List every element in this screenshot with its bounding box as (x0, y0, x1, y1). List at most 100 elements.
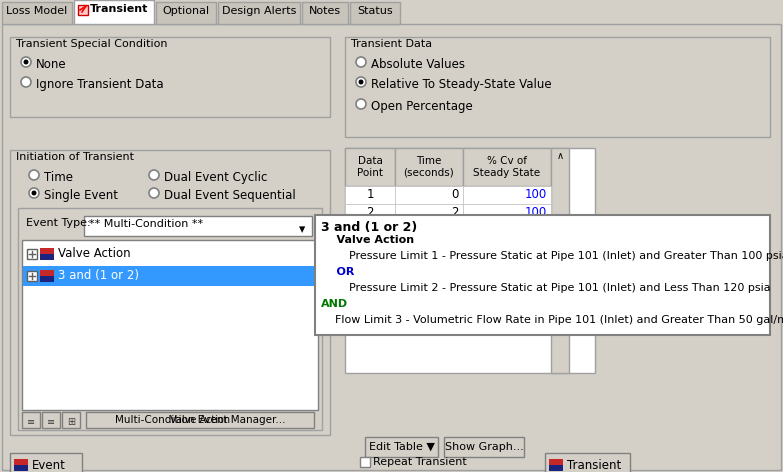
Circle shape (356, 77, 366, 87)
Text: Design Alerts: Design Alerts (222, 6, 296, 16)
Text: Notes: Notes (309, 6, 341, 16)
Text: 2: 2 (452, 207, 459, 219)
Text: None: None (36, 58, 67, 71)
Text: Single Event: Single Event (44, 189, 118, 202)
Text: Relative To Steady-State Value: Relative To Steady-State Value (371, 78, 552, 91)
Bar (360, 457, 370, 467)
Text: Open Percentage: Open Percentage (371, 100, 473, 113)
Text: Loss Model: Loss Model (6, 6, 67, 16)
Text: 0: 0 (452, 188, 459, 202)
Bar (463, 276, 551, 294)
Text: Optional: Optional (162, 6, 210, 16)
Bar (549, 459, 563, 471)
Bar (23, 266, 318, 286)
Text: Initiation of Transient: Initiation of Transient (16, 152, 134, 162)
Bar (463, 222, 551, 240)
Bar (42, 412, 60, 428)
Text: 1: 1 (366, 188, 373, 202)
Text: Event: Event (32, 459, 66, 472)
Bar (18, 208, 322, 430)
Bar (62, 412, 80, 428)
Text: Flow Limit 3 - Volumetric Flow Rate in Pipe 101 (Inlet) and Greater Than 50 gal/: Flow Limit 3 - Volumetric Flow Rate in P… (321, 315, 783, 325)
Text: Event Type:: Event Type: (26, 218, 91, 228)
Text: ∧: ∧ (557, 151, 564, 161)
Circle shape (23, 59, 28, 65)
Bar (551, 148, 569, 373)
Text: 3: 3 (452, 225, 459, 237)
Text: Absolute Values: Absolute Values (371, 58, 465, 71)
Bar (14, 459, 28, 465)
Bar (395, 222, 463, 240)
Bar (84, 216, 312, 236)
Bar (345, 148, 595, 373)
Bar (78, 5, 88, 15)
Bar (463, 204, 551, 222)
Bar (74, 0, 154, 24)
Bar (395, 148, 463, 186)
Bar (10, 37, 330, 117)
Bar (86, 412, 314, 428)
Bar (549, 459, 563, 465)
Circle shape (149, 188, 159, 198)
Bar (40, 270, 54, 276)
Circle shape (29, 170, 39, 180)
Bar (27, 271, 37, 281)
Text: Multi-Condition Event Manager...: Multi-Condition Event Manager... (115, 415, 285, 425)
Text: Valve Action: Valve Action (58, 247, 131, 260)
Bar (463, 258, 551, 276)
Bar (22, 240, 318, 410)
Circle shape (21, 77, 31, 87)
Text: Time
(seconds): Time (seconds) (403, 156, 454, 178)
Text: Status: Status (357, 6, 393, 16)
Text: 3 and (1 or 2): 3 and (1 or 2) (321, 221, 417, 234)
Text: 0: 0 (539, 225, 547, 237)
Text: ▾: ▾ (299, 224, 305, 236)
Circle shape (356, 57, 366, 67)
Text: Data
Point: Data Point (357, 156, 383, 178)
Text: 3 and (1 or 2): 3 and (1 or 2) (58, 269, 139, 282)
Text: ≡: ≡ (47, 417, 55, 427)
Circle shape (359, 79, 363, 84)
Bar (463, 240, 551, 258)
Bar (395, 204, 463, 222)
Bar (345, 204, 395, 222)
Text: 11: 11 (363, 278, 377, 292)
Text: ⊞: ⊞ (67, 417, 75, 427)
Bar (395, 258, 463, 276)
Text: Transient Special Condition: Transient Special Condition (16, 39, 168, 49)
Bar (345, 186, 395, 204)
Bar (218, 2, 300, 24)
Text: ** Multi-Condition **: ** Multi-Condition ** (89, 219, 203, 229)
Bar (395, 276, 463, 294)
Bar (302, 2, 348, 24)
Text: Dual Event Sequential: Dual Event Sequential (164, 189, 296, 202)
Text: Time: Time (44, 171, 73, 184)
Bar (350, 2, 400, 24)
Bar (345, 240, 395, 258)
Text: Transient: Transient (567, 459, 621, 472)
Text: 9: 9 (366, 243, 373, 255)
Text: Valve Action: Valve Action (321, 235, 414, 245)
Circle shape (356, 99, 366, 109)
Text: Dual Event Cyclic: Dual Event Cyclic (164, 171, 267, 184)
Bar (10, 150, 330, 435)
Text: Edit Table ▼: Edit Table ▼ (369, 442, 435, 452)
Circle shape (149, 170, 159, 180)
Bar (315, 215, 770, 335)
Bar (22, 412, 40, 428)
Bar (40, 248, 54, 260)
Bar (345, 258, 395, 276)
Bar (345, 222, 395, 240)
Text: 10: 10 (363, 261, 377, 273)
Text: % Cv of
Steady State: % Cv of Steady State (474, 156, 540, 178)
Text: Repeat Transient: Repeat Transient (373, 457, 467, 467)
Bar (345, 276, 395, 294)
Bar (365, 437, 438, 457)
Bar (463, 148, 551, 186)
Bar (444, 437, 524, 457)
Bar (395, 186, 463, 204)
Bar (27, 249, 37, 259)
Circle shape (31, 191, 37, 195)
Bar (14, 459, 28, 471)
Text: Valve Action: Valve Action (170, 415, 230, 425)
